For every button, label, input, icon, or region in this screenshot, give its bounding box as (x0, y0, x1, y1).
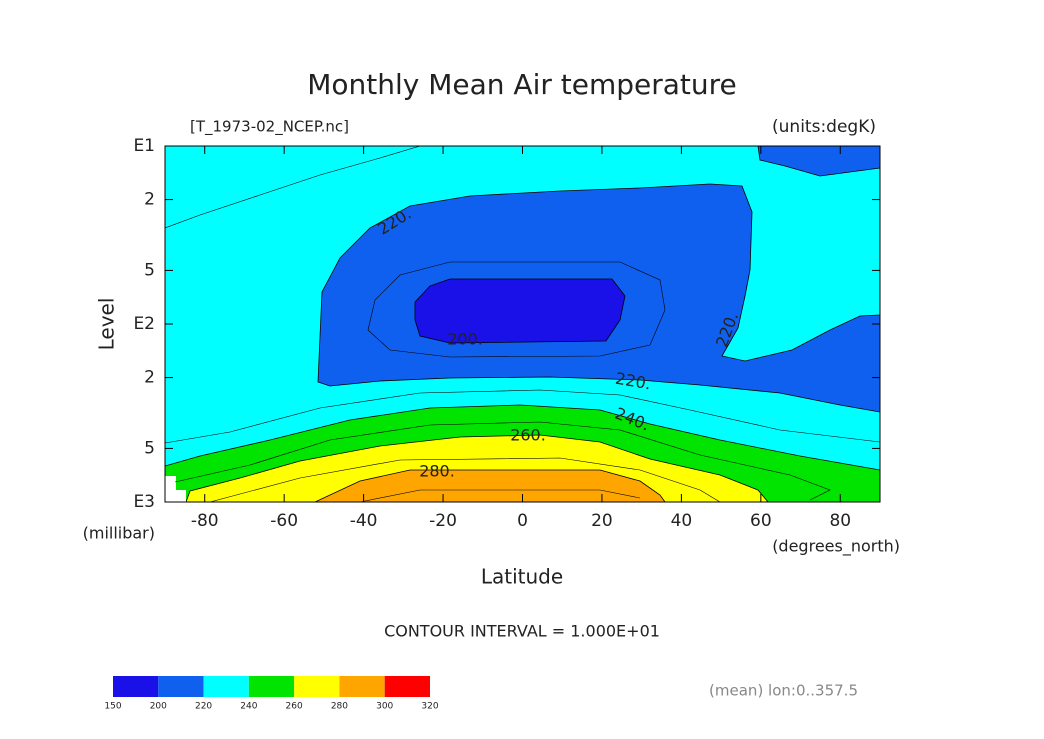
y-tick-label: 2 (144, 368, 155, 388)
contour-line (209, 457, 721, 502)
colorbar-label: 300 (376, 702, 393, 712)
chart-title: Monthly Mean Air temperature (307, 68, 737, 101)
colorbar-label: 240 (240, 702, 257, 712)
x-tick-label: -20 (429, 511, 457, 531)
plot-area (165, 146, 880, 502)
colorbar-label: 150 (104, 702, 121, 712)
y-tick-label: E3 (133, 492, 155, 512)
units-label: (units:degK) (772, 117, 876, 137)
contour-region (414, 278, 626, 344)
y-unit-label: (millibar) (83, 524, 155, 543)
contour-line (165, 146, 421, 229)
colorbar-box (339, 676, 385, 697)
contour-region (757, 146, 880, 177)
x-axis-label: Latitude (481, 565, 563, 589)
colorbar-box (384, 676, 430, 697)
contour-label: 280. (419, 462, 455, 481)
missing-data (165, 476, 186, 502)
contour-label: 200. (447, 330, 483, 349)
contour-line (165, 389, 880, 444)
colorbar-label: 260 (286, 702, 303, 712)
colorbar-label: 280 (331, 702, 348, 712)
colorbar-box (294, 676, 340, 697)
y-tick-label: 2 (144, 190, 155, 210)
y-axis-label: Level (95, 298, 119, 351)
contour-region (314, 469, 666, 502)
x-tick-label: 40 (671, 511, 693, 531)
dataset-label: [T_1973-02_NCEP.nc] (190, 118, 349, 137)
y-tick-label: E2 (133, 314, 155, 334)
contour-label: 260. (510, 426, 546, 445)
x-tick-label: 80 (829, 511, 851, 531)
contour-interval: CONTOUR INTERVAL = 1.000E+01 (384, 622, 660, 641)
y-tick-label: E1 (133, 136, 155, 156)
y-tick-label: 5 (144, 260, 155, 280)
x-tick-label: -40 (350, 511, 378, 531)
footnote: (mean) lon:0..357.5 (709, 682, 858, 700)
x-unit-label: (degrees_north) (772, 537, 900, 557)
colorbar-box (203, 676, 249, 697)
x-tick-label: -60 (270, 511, 298, 531)
colorbar-box (248, 676, 295, 697)
contour-line (174, 421, 831, 501)
colorbar-label: 320 (421, 702, 438, 712)
colorbar-label: 200 (150, 702, 167, 712)
contour-line (367, 261, 666, 358)
contour-line (359, 489, 641, 502)
x-tick-label: 0 (517, 511, 528, 531)
colorbar-box (113, 676, 159, 697)
x-tick-label: -80 (191, 511, 219, 531)
colorbar-box (158, 676, 204, 697)
x-tick-label: 60 (750, 511, 772, 531)
x-tick-label: 20 (591, 511, 613, 531)
y-tick-label: 5 (144, 438, 155, 458)
colorbar-label: 220 (195, 702, 212, 712)
